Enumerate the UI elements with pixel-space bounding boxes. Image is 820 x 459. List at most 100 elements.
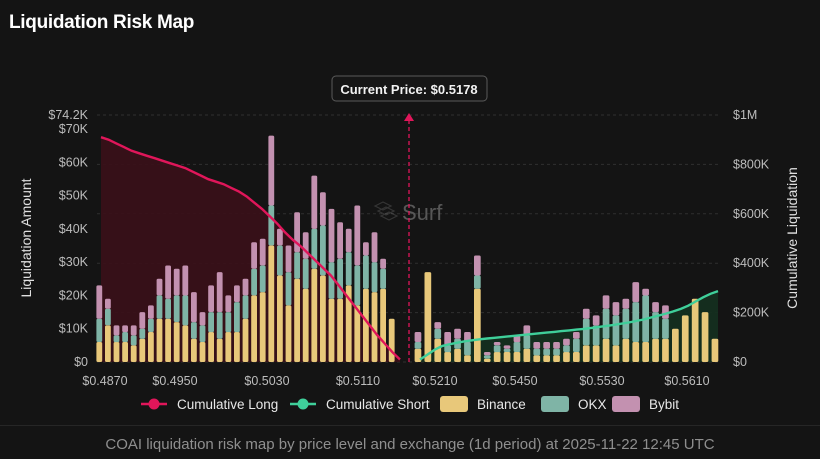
long-binance-bar [216, 338, 223, 362]
short-binance-bar [563, 352, 570, 362]
long-okx-bar [259, 265, 266, 293]
short-binance-bar [503, 352, 511, 362]
long-okx-bar [156, 295, 163, 319]
y-tick-label: $50K [59, 189, 89, 203]
watermark [373, 201, 399, 221]
short-binance-bar [582, 345, 590, 362]
short-binance-bar [662, 338, 669, 362]
long-okx-bar [130, 335, 137, 346]
long-okx-bar [199, 325, 206, 342]
short-okx-bar [563, 345, 570, 353]
long-okx-bar [113, 335, 120, 343]
long-bybit-bar [96, 285, 103, 319]
watermark-logo-icon [373, 201, 393, 211]
short-okx-bar [543, 348, 550, 356]
current-price-arrow-icon [404, 113, 414, 121]
footer-divider [0, 425, 820, 426]
long-bybit-bar [199, 312, 206, 326]
short-bybit-bar [642, 288, 649, 296]
long-okx-bar [139, 328, 146, 339]
legend-label: Bybit [649, 397, 679, 412]
short-bybit-bar [474, 255, 481, 276]
short-bybit-bar [493, 342, 501, 346]
long-okx-bar [268, 205, 275, 246]
short-binance-bar [711, 338, 719, 362]
long-bybit-bar [234, 285, 240, 302]
short-bybit-bar [414, 332, 422, 342]
watermark-logo-icon [376, 206, 396, 216]
y-tick-label: $20K [59, 288, 89, 302]
long-binance-bar [234, 332, 240, 362]
long-okx-bar [122, 332, 128, 342]
y2-tick-label: $200K [733, 306, 770, 320]
current-price-box [331, 75, 488, 102]
long-bybit-bar [182, 265, 189, 296]
long-okx-bar [105, 308, 111, 326]
y-axis-title: Liquidation Amount [18, 178, 34, 297]
long-bybit-bar [105, 298, 111, 309]
legend-label: Cumulative Long [177, 397, 278, 412]
short-bybit-bar [454, 328, 461, 339]
long-okx-bar [363, 255, 369, 289]
y2-tick-label: $0 [733, 355, 747, 369]
short-okx-bar [652, 312, 659, 339]
short-binance-bar [642, 342, 649, 362]
short-binance-bar [573, 352, 580, 362]
x-tick-label: $0.5210 [412, 374, 457, 388]
short-binance-bar [424, 272, 432, 362]
short-binance-bar [622, 338, 630, 362]
long-bybit-bar [337, 222, 343, 259]
short-bybit-bar [573, 332, 580, 339]
short-bybit-bar [503, 345, 511, 349]
short-okx-bar [533, 348, 541, 356]
cumulative-long-line [100, 136, 401, 361]
short-bybit-bar [434, 322, 442, 329]
short-okx-bar [503, 348, 511, 352]
short-binance-bar [652, 338, 659, 362]
long-binance-bar [96, 342, 103, 362]
short-bybit-bar [444, 332, 451, 346]
long-binance-bar [285, 305, 292, 362]
long-binance-bar [173, 322, 180, 362]
long-bybit-bar [122, 325, 128, 333]
short-bybit-bar [553, 342, 560, 349]
short-binance-bar [691, 298, 699, 362]
long-bybit-bar [225, 295, 232, 312]
short-bybit-bar [622, 298, 630, 309]
short-okx-bar [434, 328, 442, 339]
long-bybit-bar [191, 292, 197, 323]
long-binance-bar [130, 345, 137, 362]
long-okx-bar [148, 318, 154, 332]
long-binance-bar [388, 318, 395, 362]
long-bybit-bar [208, 285, 214, 312]
watermark-logo-icon [379, 211, 399, 221]
long-bybit-bar [380, 258, 386, 269]
long-bybit-bar [285, 245, 292, 273]
short-binance-bar [523, 348, 531, 362]
long-okx-bar [380, 268, 386, 289]
long-bybit-bar [156, 278, 163, 296]
short-binance-bar [414, 348, 422, 362]
long-bybit-bar [371, 232, 378, 263]
short-binance-bar [444, 352, 451, 362]
long-binance-bar [328, 298, 335, 362]
long-binance-bar [302, 288, 309, 362]
short-bybit-bar [523, 325, 531, 336]
long-binance-bar [148, 332, 154, 362]
short-binance-bar [493, 352, 501, 362]
short-okx-bar [513, 342, 521, 352]
long-binance-bar [320, 275, 326, 362]
long-okx-bar [277, 245, 283, 276]
short-okx-bar [573, 338, 580, 352]
long-bybit-bar [345, 228, 352, 253]
y-tick-label: $60K [59, 155, 89, 169]
x-tick-label: $0.5610 [664, 374, 709, 388]
long-binance-bar [113, 342, 120, 362]
short-binance-bar [543, 355, 550, 362]
cumulative-short-line [419, 289, 719, 361]
short-binance-bar [592, 345, 600, 362]
short-binance-bar [602, 338, 610, 362]
long-binance-bar [122, 342, 128, 362]
short-okx-bar [483, 355, 491, 359]
long-okx-bar [165, 298, 171, 319]
